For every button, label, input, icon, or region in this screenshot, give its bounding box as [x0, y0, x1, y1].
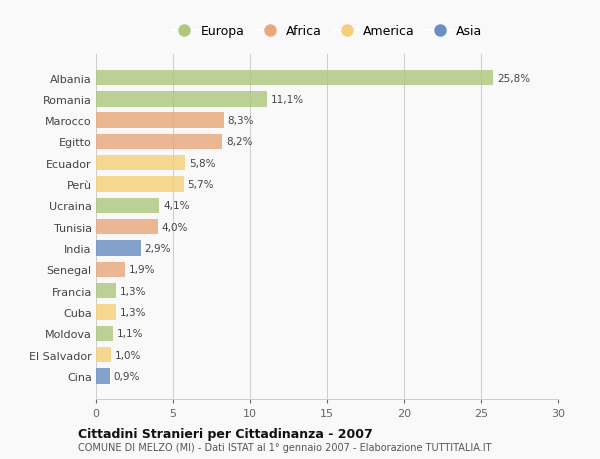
Text: 1,3%: 1,3%: [120, 307, 146, 317]
Text: 5,7%: 5,7%: [188, 179, 214, 190]
Bar: [96, 219, 158, 235]
Text: 0,9%: 0,9%: [114, 371, 140, 381]
Bar: [96, 241, 140, 256]
Text: 8,3%: 8,3%: [227, 116, 254, 126]
Legend: Europa, Africa, America, Asia: Europa, Africa, America, Asia: [167, 20, 487, 43]
Bar: [96, 177, 184, 192]
Bar: [96, 283, 116, 299]
Bar: [96, 262, 125, 277]
Bar: [96, 71, 493, 86]
Bar: [96, 113, 224, 129]
Bar: [96, 134, 222, 150]
Text: 1,9%: 1,9%: [129, 265, 155, 275]
Text: Cittadini Stranieri per Cittadinanza - 2007: Cittadini Stranieri per Cittadinanza - 2…: [78, 427, 373, 440]
Text: 8,2%: 8,2%: [226, 137, 253, 147]
Bar: [96, 92, 267, 107]
Bar: [96, 156, 185, 171]
Text: COMUNE DI MELZO (MI) - Dati ISTAT al 1° gennaio 2007 - Elaborazione TUTTITALIA.I: COMUNE DI MELZO (MI) - Dati ISTAT al 1° …: [78, 442, 491, 452]
Text: 1,0%: 1,0%: [115, 350, 142, 360]
Bar: [96, 369, 110, 384]
Text: 1,1%: 1,1%: [117, 329, 143, 338]
Bar: [96, 198, 159, 213]
Text: 25,8%: 25,8%: [497, 73, 530, 84]
Text: 11,1%: 11,1%: [271, 95, 304, 105]
Bar: [96, 326, 113, 341]
Text: 5,8%: 5,8%: [189, 158, 215, 168]
Text: 1,3%: 1,3%: [120, 286, 146, 296]
Bar: [96, 305, 116, 320]
Text: 4,0%: 4,0%: [161, 222, 188, 232]
Text: 4,1%: 4,1%: [163, 201, 190, 211]
Bar: [96, 347, 112, 363]
Text: 2,9%: 2,9%: [145, 243, 171, 253]
